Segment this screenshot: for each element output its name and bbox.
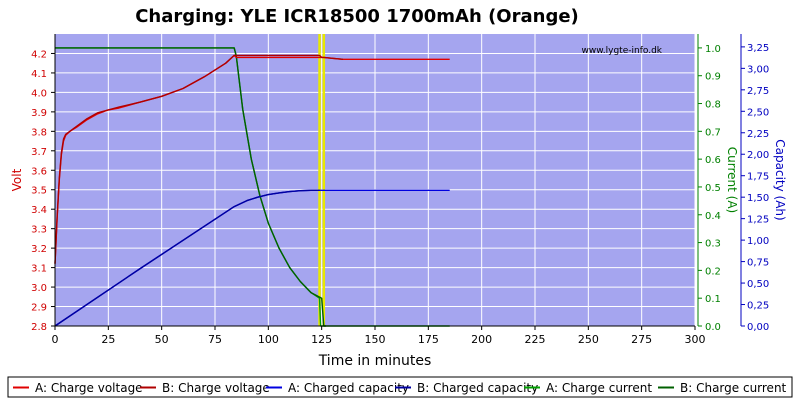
y-tick-label-volt: 3.0 (31, 283, 47, 294)
y-tick-label-capacity: 2,50 (747, 107, 769, 118)
x-tick-label: 275 (631, 333, 652, 346)
y-tick-label-volt: 4.0 (31, 88, 47, 99)
x-tick-label: 100 (258, 333, 279, 346)
watermark: www.lygte-info.dk (582, 46, 663, 56)
y-tick-label-current: 0.0 (705, 322, 721, 333)
legend-label: B: Charge voltage (162, 381, 270, 395)
y-axis-title-volt: Volt (10, 168, 24, 191)
y-tick-label-capacity: 3,00 (747, 64, 769, 75)
x-tick-label: 175 (418, 333, 439, 346)
y-tick-label-current: 0.6 (705, 155, 721, 166)
y-tick-label-capacity: 2,75 (747, 86, 769, 97)
y-tick-label-capacity: 3,25 (747, 43, 769, 54)
y-tick-label-volt: 3.5 (31, 186, 47, 197)
x-tick-label: 50 (155, 333, 169, 346)
x-tick-label: 25 (101, 333, 115, 346)
y-tick-label-current: 0.3 (705, 239, 721, 250)
y-tick-label-current: 0.8 (705, 100, 721, 111)
y-tick-label-current: 0.7 (705, 127, 721, 138)
y-tick-label-capacity: 1,75 (747, 172, 769, 183)
x-tick-label: 150 (365, 333, 386, 346)
x-tick-label: 250 (578, 333, 599, 346)
y-axis-title-capacity: Capacity (Ah) (773, 139, 787, 220)
axes: 0 25 50 75 100 125 150 175 200 225 250 275 300 2.8 2.9… (31, 34, 769, 346)
y-tick-label-capacity: 2,00 (747, 150, 769, 161)
series-line-b-charge-voltage (54, 54, 344, 264)
y-tick-label-volt: 3.2 (31, 244, 47, 255)
y-tick-label-current: 0.9 (705, 72, 721, 83)
y-tick-label-volt: 3.9 (31, 108, 47, 119)
x-tick-label: 125 (311, 333, 332, 346)
y-tick-label-volt: 3.7 (31, 147, 47, 158)
x-axis-title: Time in minutes (318, 353, 432, 369)
y-tick-label-capacity: 1,50 (747, 193, 769, 204)
x-tick-label: 0 (52, 333, 59, 346)
y-tick-label-current: 1.0 (705, 44, 721, 55)
legend-label: A: Charge current (546, 381, 652, 395)
y-tick-label-current: 0.5 (705, 183, 721, 194)
grid (54, 34, 696, 327)
y-tick-label-capacity: 1,00 (747, 236, 769, 247)
x-tick-label: 200 (471, 333, 492, 346)
y-tick-label-volt: 3.1 (31, 264, 47, 275)
y-tick-label-current: 0.2 (705, 266, 721, 277)
x-tick-label: 225 (525, 333, 546, 346)
y-tick-label-capacity: 0,75 (747, 258, 769, 269)
y-tick-label-current: 0.1 (705, 294, 721, 305)
legend-label: A: Charged capacity (288, 381, 409, 395)
y-tick-label-volt: 3.4 (31, 205, 47, 216)
y-tick-label-volt: 3.8 (31, 127, 47, 138)
y-tick-label-capacity: 0,25 (747, 301, 769, 312)
y-tick-label-capacity: 1,25 (747, 215, 769, 226)
y-tick-label-capacity: 0,00 (747, 322, 769, 333)
y-axis-title-current: Current (A) (725, 147, 739, 213)
y-tick-label-current: 0.4 (705, 211, 721, 222)
x-tick-label: 300 (685, 333, 706, 346)
legend-label: B: Charge current (680, 381, 787, 395)
y-tick-label-volt: 3.3 (31, 225, 47, 236)
marker-lines (318, 34, 326, 326)
legend: A: Charge voltage B: Charge voltage A: Cha… (7, 376, 793, 398)
legend-label: A: Charge voltage (35, 381, 143, 395)
y-tick-label-capacity: 0,50 (747, 279, 769, 290)
y-tick-label-volt: 4.1 (31, 69, 47, 80)
y-tick-label-volt: 2.8 (31, 322, 47, 333)
series-layer (54, 47, 450, 327)
series-line-b-charged-capacity (54, 189, 320, 327)
chart-title: Charging: YLE ICR18500 1700mAh (Orange) (135, 6, 579, 27)
y-tick-label-volt: 4.2 (31, 49, 47, 60)
y-tick-label-volt: 3.6 (31, 166, 47, 177)
y-tick-label-volt: 2.9 (31, 303, 47, 314)
legend-label: B: Charged capacity (417, 381, 538, 395)
x-tick-label: 75 (208, 333, 222, 346)
y-tick-label-capacity: 2,25 (747, 129, 769, 140)
series-line-b-charge-current (55, 47, 326, 327)
